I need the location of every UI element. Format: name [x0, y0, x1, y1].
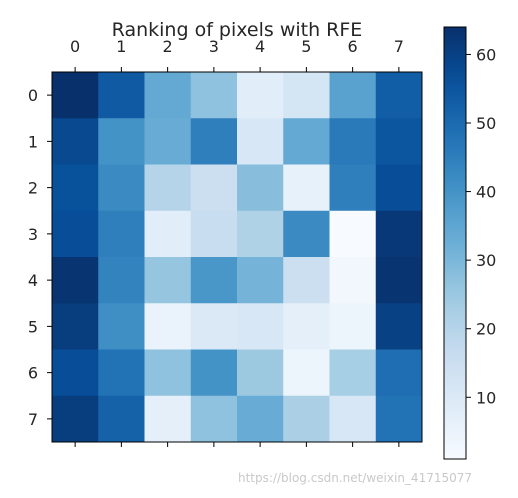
heatmap-cell: [190, 349, 238, 397]
colorbar-tick-label: 20: [476, 320, 496, 339]
heatmap-cell: [375, 395, 423, 443]
heatmap-cell: [283, 395, 330, 443]
heatmap-cell: [98, 164, 145, 212]
heatmap-cell: [98, 395, 145, 443]
heatmap-cells: [52, 72, 423, 443]
heatmap-cell: [52, 303, 99, 350]
chart-title: Ranking of pixels with RFE: [112, 19, 363, 41]
heatmap-cell: [329, 395, 377, 443]
x-tick-label: 0: [70, 37, 80, 56]
heatmap-cell: [144, 303, 192, 350]
heatmap-cell: [283, 210, 330, 258]
heatmap-cell: [190, 210, 238, 258]
heatmap-cell: [190, 395, 238, 443]
heatmap-cell: [237, 349, 284, 397]
colorbar-tick-label: 40: [476, 183, 496, 202]
heatmap-cell: [283, 118, 330, 165]
y-tick-label: 0: [28, 86, 38, 105]
heatmap-cell: [98, 72, 145, 119]
heatmap-cell: [144, 257, 192, 304]
y-tick-label: 5: [28, 317, 38, 336]
heatmap-cell: [283, 164, 330, 212]
heatmap-cell: [329, 349, 377, 397]
y-tick-label: 2: [28, 179, 38, 198]
heatmap-cell: [329, 72, 377, 119]
watermark-text: https://blog.csdn.net/weixin_41715077: [238, 471, 473, 485]
heatmap-cell: [52, 395, 99, 443]
heatmap-cell: [98, 118, 145, 165]
x-tick-label: 5: [301, 37, 311, 56]
heatmap-cell: [375, 118, 423, 165]
heatmap-cell: [52, 349, 99, 397]
heatmap-cell: [329, 118, 377, 165]
heatmap-frame: [51, 71, 423, 443]
heatmap-cell: [190, 118, 238, 165]
heatmap-cell: [52, 257, 99, 304]
heatmap-cell: [237, 210, 284, 258]
x-tick-label: 6: [348, 37, 358, 56]
heatmap-cell: [329, 164, 377, 212]
heatmap-cell: [144, 164, 192, 212]
heatmap-cell: [144, 349, 192, 397]
heatmap-cell: [144, 395, 192, 443]
heatmap-cell: [237, 118, 284, 165]
heatmap-cell: [375, 164, 423, 212]
heatmap-cell: [98, 303, 145, 350]
heatmap-cell: [52, 164, 99, 212]
heatmap-cell: [98, 257, 145, 304]
colorbar-tick-label: 50: [476, 114, 496, 133]
heatmap-cell: [190, 257, 238, 304]
x-tick-label: 4: [255, 37, 265, 56]
heatmap-cell: [190, 164, 238, 212]
heatmap-cell: [237, 164, 284, 212]
x-tick-label: 7: [394, 37, 404, 56]
heatmap-cell: [98, 210, 145, 258]
y-tick-label: 4: [28, 271, 38, 290]
heatmap-cell: [375, 72, 423, 119]
y-tick-label: 6: [28, 364, 38, 383]
heatmap-cell: [375, 210, 423, 258]
heatmap-cell: [283, 72, 330, 119]
colorbar-tick-label: 30: [476, 251, 496, 270]
colorbar: [443, 26, 467, 460]
heatmap-cell: [283, 257, 330, 304]
heatmap-cell: [375, 257, 423, 304]
heatmap-cell: [283, 349, 330, 397]
heatmap-cell: [52, 72, 99, 119]
heatmap-cell: [237, 257, 284, 304]
heatmap-cell: [144, 118, 192, 165]
heatmap-cell: [375, 303, 423, 350]
heatmap-cell: [329, 257, 377, 304]
heatmap-cell: [52, 210, 99, 258]
x-tick-label: 3: [209, 37, 219, 56]
y-tick-label: 1: [28, 132, 38, 151]
colorbar-tick-label: 60: [476, 45, 496, 64]
heatmap-cell: [237, 395, 284, 443]
x-tick-label: 2: [163, 37, 173, 56]
heatmap-cell: [52, 118, 99, 165]
heatmap-cell: [144, 72, 192, 119]
x-tick-label: 1: [116, 37, 126, 56]
heatmap-cell: [144, 210, 192, 258]
colorbar-tick-label: 10: [476, 388, 496, 407]
heatmap-cell: [283, 303, 330, 350]
heatmap-cell: [237, 303, 284, 350]
heatmap-cell: [190, 72, 238, 119]
y-tick-label: 7: [28, 410, 38, 429]
heatmap-cell: [329, 303, 377, 350]
y-tick-label: 3: [28, 225, 38, 244]
heatmap-cell: [98, 349, 145, 397]
heatmap-cell: [375, 349, 423, 397]
heatmap-cell: [329, 210, 377, 258]
heatmap-cell: [190, 303, 238, 350]
heatmap-cell: [237, 72, 284, 119]
